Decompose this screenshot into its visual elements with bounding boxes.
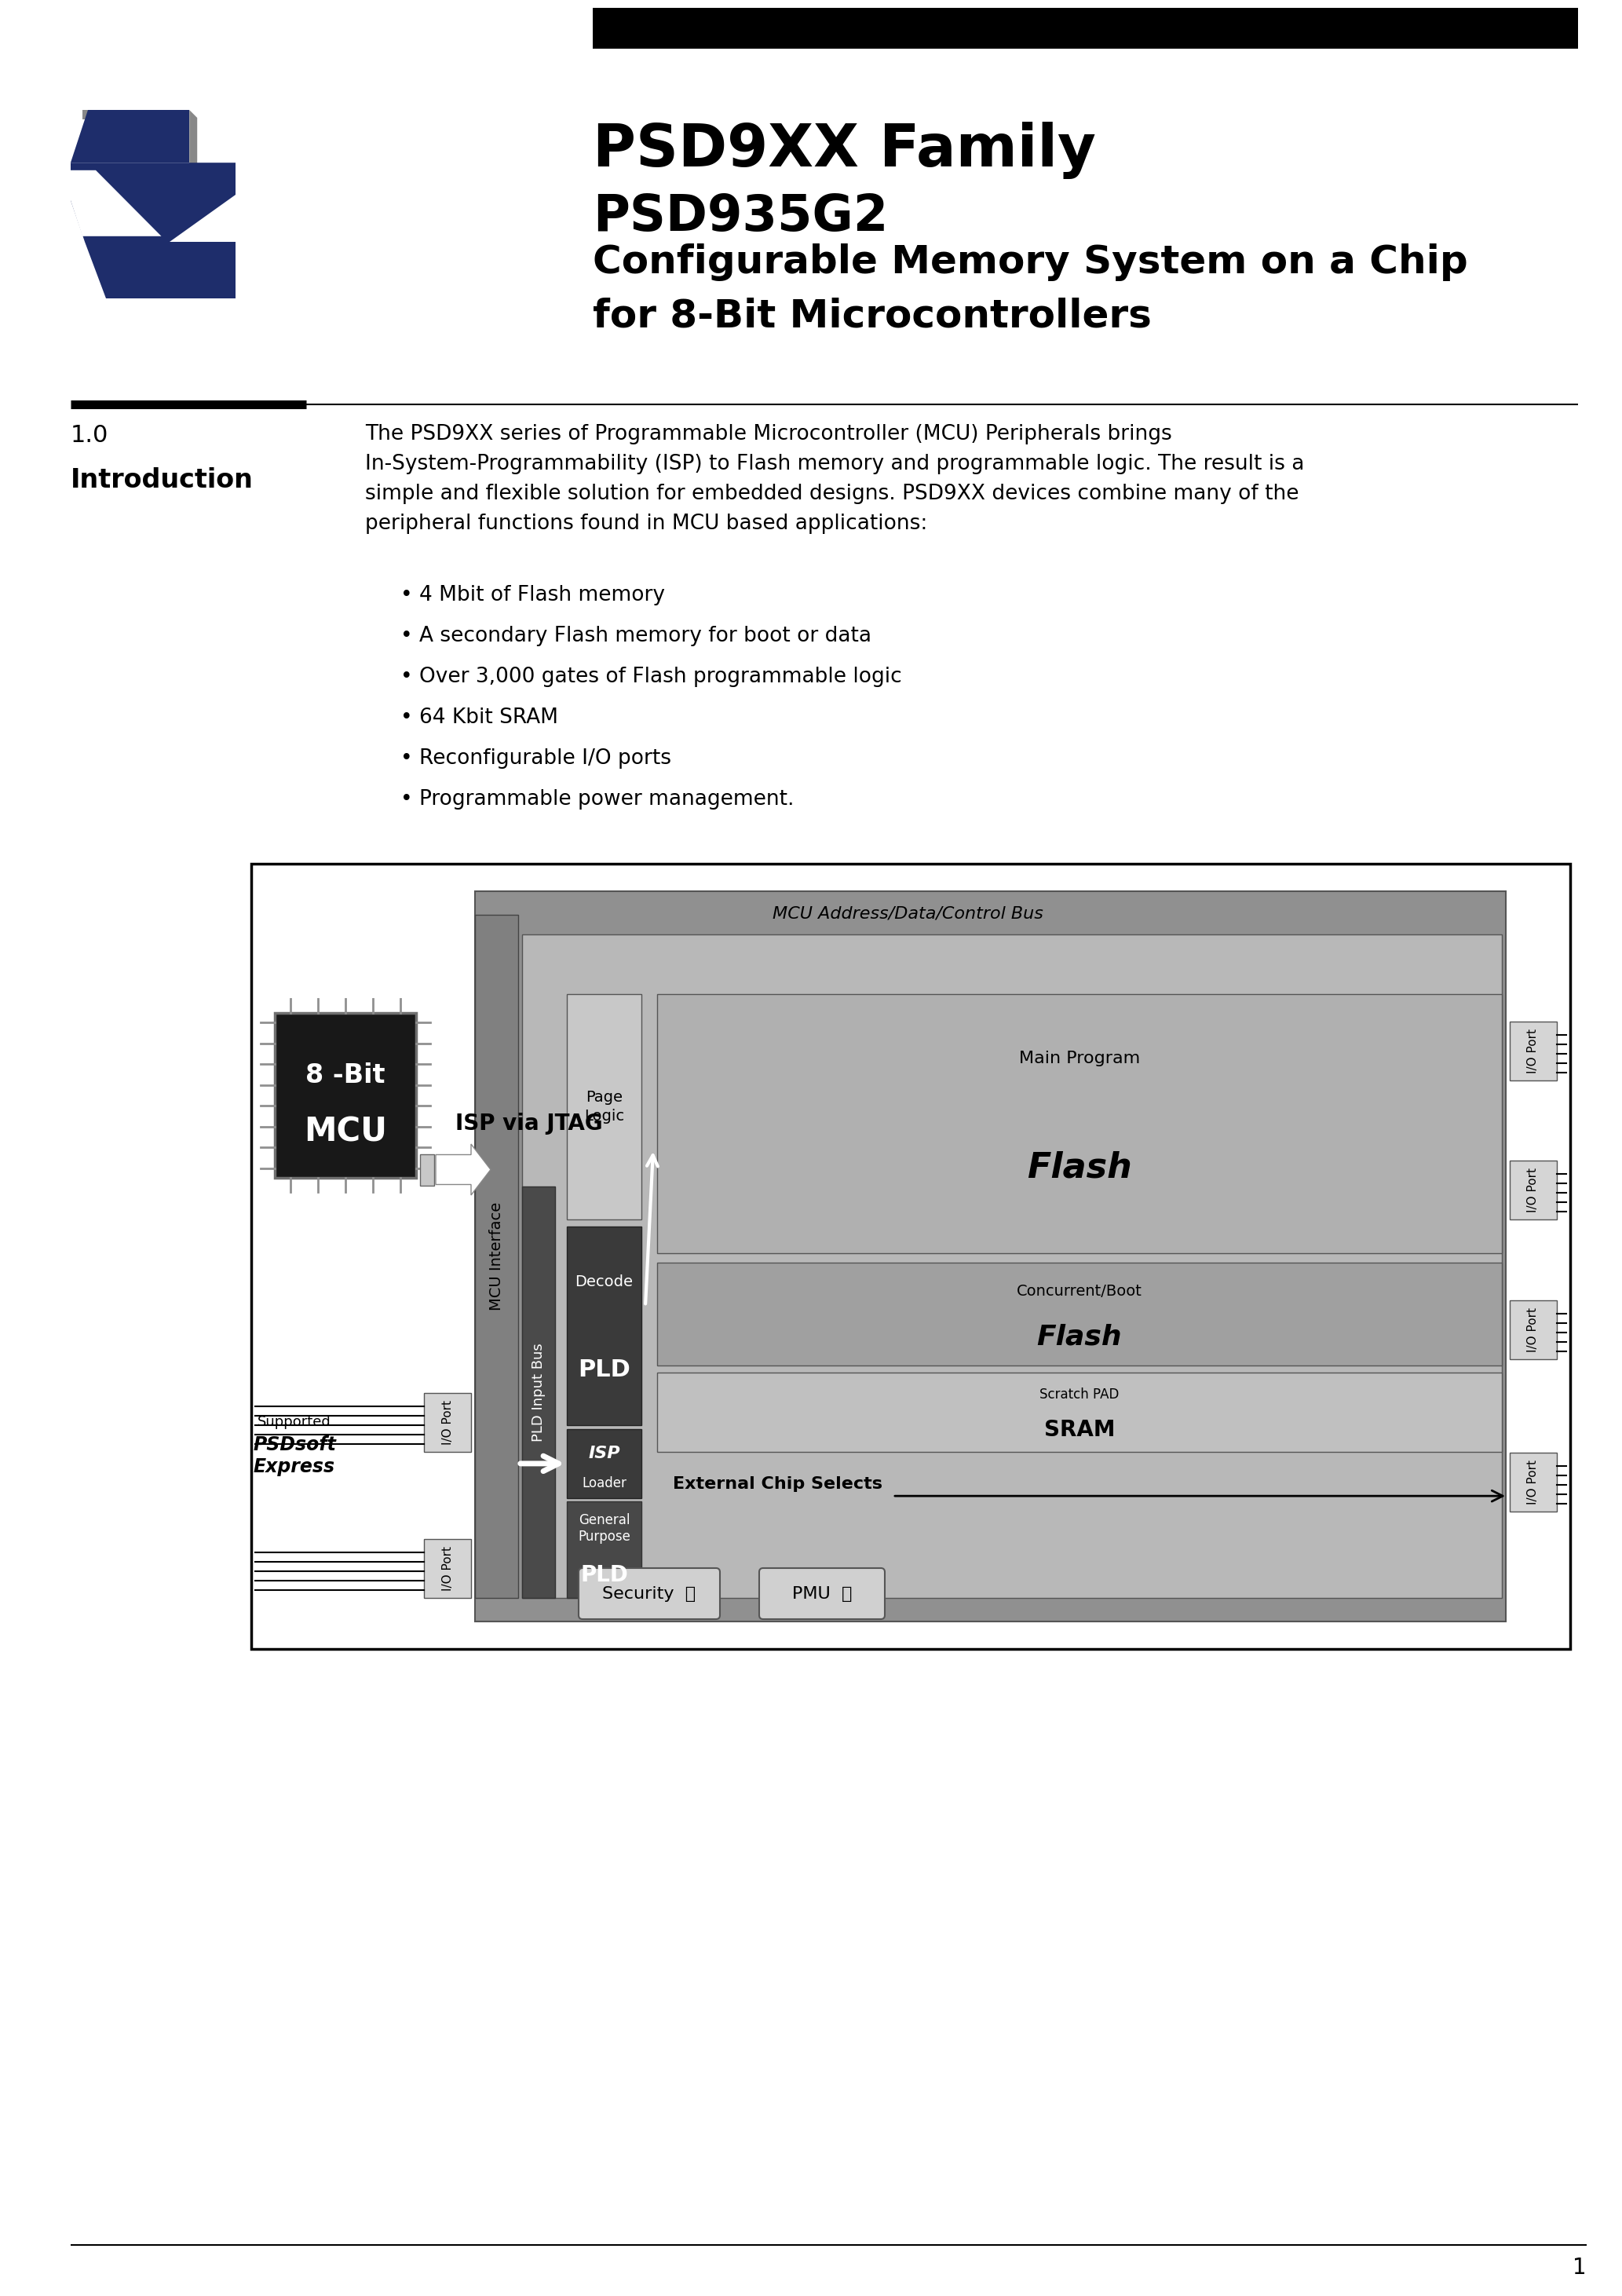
Polygon shape — [83, 110, 190, 119]
FancyBboxPatch shape — [759, 1568, 884, 1619]
Text: ISP via JTAG: ISP via JTAG — [456, 1111, 603, 1134]
Text: I/O Port: I/O Port — [1528, 1029, 1539, 1072]
Bar — [657, 994, 1502, 1254]
Text: Security  🔒: Security 🔒 — [602, 1587, 696, 1603]
Text: • 4 Mbit of Flash memory: • 4 Mbit of Flash memory — [401, 585, 665, 606]
Text: I/O Port: I/O Port — [441, 1401, 454, 1444]
Bar — [566, 994, 641, 1219]
Text: ISP: ISP — [589, 1444, 620, 1460]
Bar — [657, 1263, 1502, 1366]
Text: PLD: PLD — [577, 1359, 631, 1382]
Text: Configurable Memory System on a Chip: Configurable Memory System on a Chip — [592, 243, 1468, 280]
Bar — [1510, 1300, 1557, 1359]
FancyArrow shape — [436, 1143, 491, 1196]
Bar — [657, 1373, 1502, 1451]
Text: MCU: MCU — [303, 1116, 388, 1148]
Text: 1: 1 — [1573, 2257, 1586, 2278]
Text: Page
Logic: Page Logic — [584, 1091, 624, 1123]
Bar — [522, 934, 1502, 1598]
Text: • 64 Kbit SRAM: • 64 Kbit SRAM — [401, 707, 558, 728]
Text: Decode: Decode — [576, 1274, 633, 1290]
Text: The PSD9XX series of Programmable Microcontroller (MCU) Peripherals brings
In-Sy: The PSD9XX series of Programmable Microc… — [365, 425, 1304, 535]
Text: Flash: Flash — [1036, 1322, 1122, 1350]
Polygon shape — [71, 163, 235, 241]
Bar — [274, 1013, 417, 1178]
Text: External Chip Selects: External Chip Selects — [673, 1476, 882, 1492]
Text: for 8-Bit Microcontrollers: for 8-Bit Microcontrollers — [592, 296, 1152, 335]
Text: Supported: Supported — [258, 1414, 331, 1428]
Bar — [566, 1428, 641, 1499]
FancyBboxPatch shape — [251, 863, 1570, 1649]
Polygon shape — [71, 170, 161, 236]
Text: Flash: Flash — [1027, 1150, 1132, 1185]
Bar — [566, 1226, 641, 1426]
Polygon shape — [84, 241, 235, 298]
Text: PSD9XX Family: PSD9XX Family — [592, 122, 1096, 179]
Bar — [1510, 1022, 1557, 1081]
Text: I/O Port: I/O Port — [1528, 1306, 1539, 1352]
FancyArrowPatch shape — [521, 1456, 558, 1472]
Text: Loader: Loader — [582, 1476, 626, 1490]
Text: SRAM: SRAM — [1045, 1419, 1114, 1440]
Text: PSD935G2: PSD935G2 — [592, 193, 889, 241]
Text: I/O Port: I/O Port — [441, 1545, 454, 1591]
Bar — [1510, 1453, 1557, 1511]
Text: PLD: PLD — [581, 1564, 628, 1587]
Bar — [423, 1538, 470, 1598]
Text: PLD Input Bus: PLD Input Bus — [532, 1343, 545, 1442]
Text: PMU  🧂: PMU 🧂 — [792, 1587, 852, 1603]
Text: General
Purpose: General Purpose — [577, 1513, 631, 1543]
Text: I/O Port: I/O Port — [1528, 1169, 1539, 1212]
Text: • Programmable power management.: • Programmable power management. — [401, 790, 795, 810]
FancyBboxPatch shape — [579, 1568, 720, 1619]
Text: Concurrent/Boot: Concurrent/Boot — [1017, 1283, 1142, 1300]
Bar — [420, 1155, 435, 1185]
Bar — [475, 914, 517, 1598]
Text: • Reconfigurable I/O ports: • Reconfigurable I/O ports — [401, 748, 672, 769]
Text: Introduction: Introduction — [71, 466, 253, 494]
Bar — [423, 1394, 470, 1451]
Text: PSDsoft
Express: PSDsoft Express — [253, 1435, 336, 1476]
Text: Main Program: Main Program — [1019, 1052, 1140, 1068]
FancyArrowPatch shape — [646, 1155, 659, 1304]
Text: • A secondary Flash memory for boot or data: • A secondary Flash memory for boot or d… — [401, 627, 871, 645]
Text: I/O Port: I/O Port — [1528, 1460, 1539, 1504]
Bar — [1510, 1162, 1557, 1219]
Polygon shape — [190, 110, 198, 218]
Bar — [522, 1187, 555, 1598]
Text: MCU Address/Data/Control Bus: MCU Address/Data/Control Bus — [772, 905, 1043, 921]
Polygon shape — [71, 110, 190, 163]
Text: Scratch PAD: Scratch PAD — [1040, 1387, 1119, 1401]
Bar — [475, 891, 1505, 1621]
Text: • Over 3,000 gates of Flash programmable logic: • Over 3,000 gates of Flash programmable… — [401, 666, 902, 687]
Text: MCU Interface: MCU Interface — [490, 1203, 504, 1311]
FancyArrowPatch shape — [895, 1490, 1502, 1502]
Bar — [566, 1502, 641, 1598]
Text: 1.0: 1.0 — [71, 425, 109, 448]
Text: 8 -Bit: 8 -Bit — [305, 1063, 386, 1088]
Bar — [592, 7, 1578, 48]
